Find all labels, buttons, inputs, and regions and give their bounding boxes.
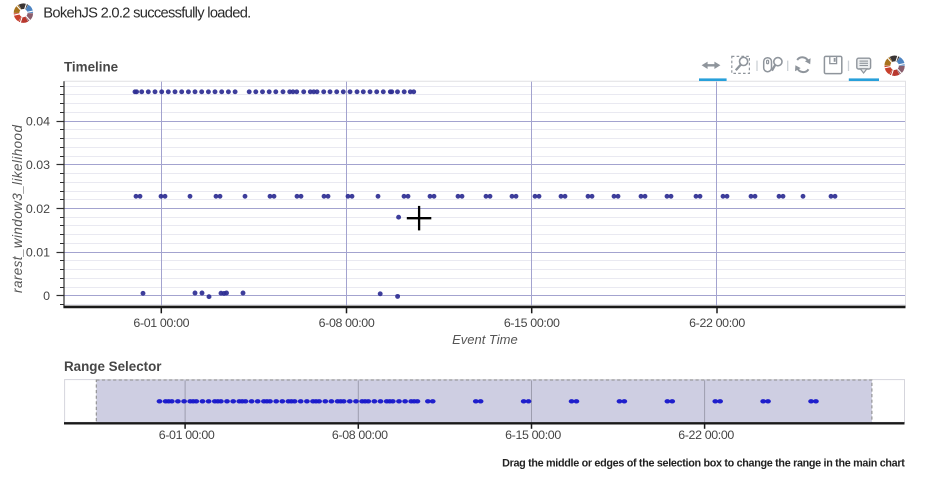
svg-text:6-08 00:00: 6-08 00:00: [332, 428, 388, 442]
svg-text:6-22 00:00: 6-22 00:00: [678, 428, 734, 442]
svg-text:rarest_window3_likelihood: rarest_window3_likelihood: [10, 125, 25, 293]
svg-text:0.04: 0.04: [26, 114, 50, 128]
svg-text:Range Selector: Range Selector: [64, 359, 162, 374]
svg-text:6-15 00:00: 6-15 00:00: [505, 428, 561, 442]
svg-text:0.03: 0.03: [26, 158, 50, 172]
svg-text:Timeline: Timeline: [64, 59, 118, 74]
svg-text:6-01 00:00: 6-01 00:00: [159, 428, 215, 442]
svg-text:0: 0: [43, 289, 50, 303]
svg-text:Drag the middle or edges of th: Drag the middle or edges of the selectio…: [502, 457, 905, 469]
svg-text:0.02: 0.02: [26, 202, 50, 216]
svg-text:BokehJS 2.0.2 successfully loa: BokehJS 2.0.2 successfully loaded.: [43, 6, 250, 22]
svg-text:6-22 00:00: 6-22 00:00: [689, 316, 745, 330]
svg-text:6-08 00:00: 6-08 00:00: [319, 316, 375, 330]
svg-text:6-01 00:00: 6-01 00:00: [133, 316, 189, 330]
svg-text:Event Time: Event Time: [452, 332, 518, 347]
svg-text:6-15 00:00: 6-15 00:00: [504, 316, 560, 330]
svg-text:0.01: 0.01: [26, 246, 50, 260]
